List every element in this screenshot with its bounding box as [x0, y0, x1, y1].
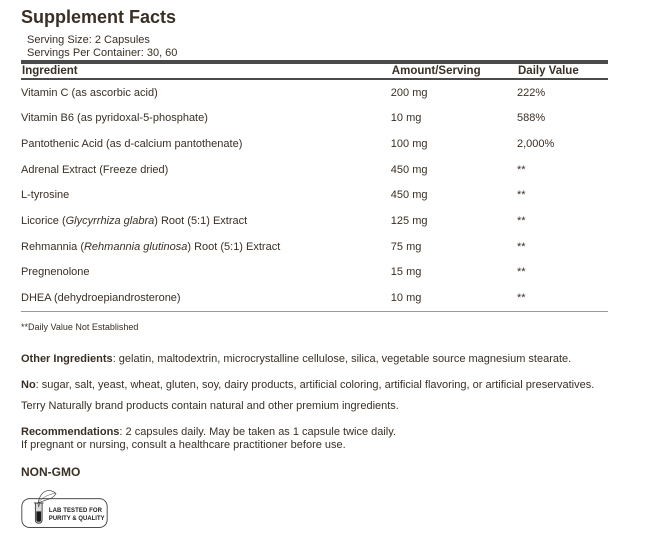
- svg-text:LAB TESTED FOR: LAB TESTED FOR: [49, 508, 102, 515]
- svg-text:PURITY & QUALITY: PURITY & QUALITY: [49, 516, 105, 523]
